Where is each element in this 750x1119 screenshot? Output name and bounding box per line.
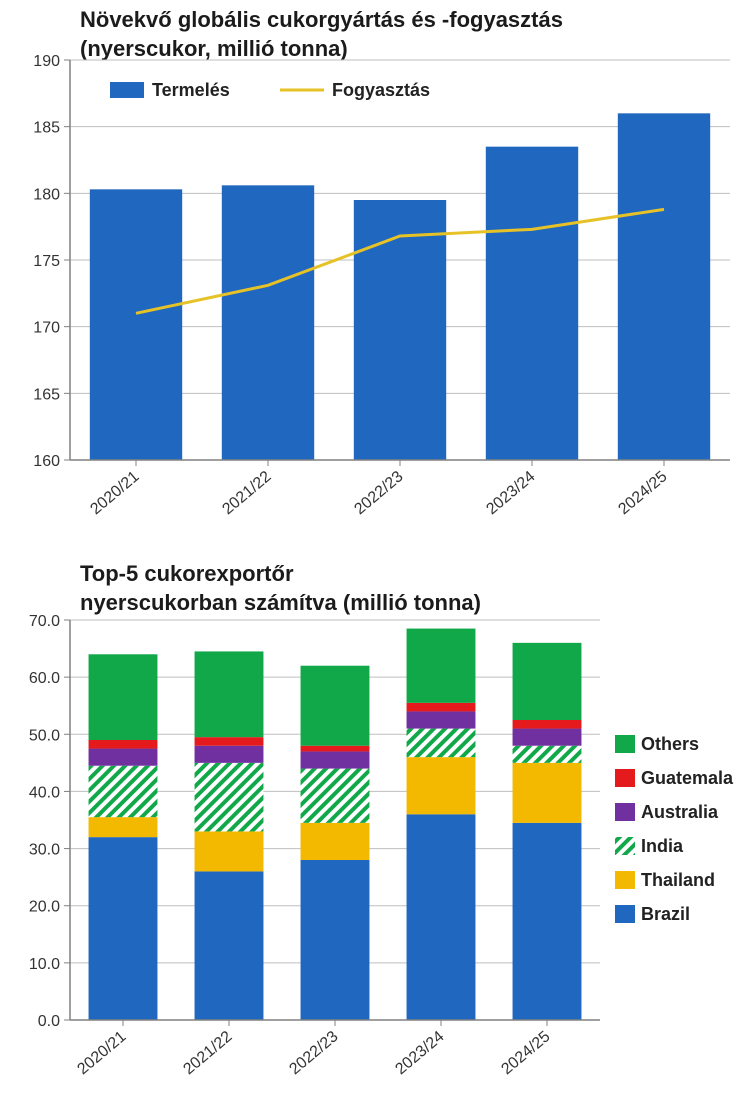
svg-text:Australia: Australia bbox=[641, 802, 719, 822]
svg-text:70.0: 70.0 bbox=[29, 613, 60, 630]
svg-text:180: 180 bbox=[33, 186, 60, 203]
svg-text:10.0: 10.0 bbox=[29, 956, 60, 973]
svg-text:165: 165 bbox=[33, 386, 60, 403]
svg-text:2022/23: 2022/23 bbox=[351, 468, 406, 518]
svg-text:2023/24: 2023/24 bbox=[392, 1028, 447, 1078]
svg-text:2021/22: 2021/22 bbox=[180, 1028, 235, 1078]
svg-text:Thailand: Thailand bbox=[641, 870, 715, 890]
svg-text:0.0: 0.0 bbox=[38, 1013, 60, 1030]
chart1-plot: 160 165 170 175 180 185 190 2020/21 2021/22 2022/… bbox=[0, 0, 750, 560]
svg-text:Termelés: Termelés bbox=[152, 80, 230, 100]
chart1-container: Növekvő globális cukorgyártás és -fogyas… bbox=[0, 0, 750, 560]
svg-text:2022/23: 2022/23 bbox=[286, 1028, 341, 1078]
chart2-container: Top-5 cukorexportőr nyerscukorban számít… bbox=[0, 560, 750, 1119]
svg-text:60.0: 60.0 bbox=[29, 670, 60, 687]
svg-text:India: India bbox=[641, 836, 684, 856]
svg-text:160: 160 bbox=[33, 453, 60, 470]
svg-text:2024/25: 2024/25 bbox=[498, 1028, 553, 1078]
svg-text:20.0: 20.0 bbox=[29, 899, 60, 916]
svg-text:50.0: 50.0 bbox=[29, 727, 60, 744]
svg-text:2021/22: 2021/22 bbox=[219, 468, 274, 518]
svg-text:2020/21: 2020/21 bbox=[87, 468, 142, 518]
svg-text:185: 185 bbox=[33, 120, 60, 137]
svg-text:Fogyasztás: Fogyasztás bbox=[332, 80, 430, 100]
svg-text:Others: Others bbox=[641, 734, 699, 754]
svg-text:30.0: 30.0 bbox=[29, 842, 60, 859]
chart2-plot: 0.0 10.0 20.0 30.0 40.0 50.0 60.0 70.0 2020/21 20… bbox=[0, 560, 750, 1119]
svg-text:Guatemala: Guatemala bbox=[641, 768, 734, 788]
svg-text:175: 175 bbox=[33, 253, 60, 270]
svg-text:2020/21: 2020/21 bbox=[74, 1028, 129, 1078]
svg-text:40.0: 40.0 bbox=[29, 784, 60, 801]
svg-text:190: 190 bbox=[33, 53, 60, 70]
svg-text:Brazil: Brazil bbox=[641, 904, 690, 924]
svg-text:170: 170 bbox=[33, 320, 60, 337]
svg-text:2023/24: 2023/24 bbox=[483, 468, 538, 518]
svg-text:2024/25: 2024/25 bbox=[615, 468, 670, 518]
